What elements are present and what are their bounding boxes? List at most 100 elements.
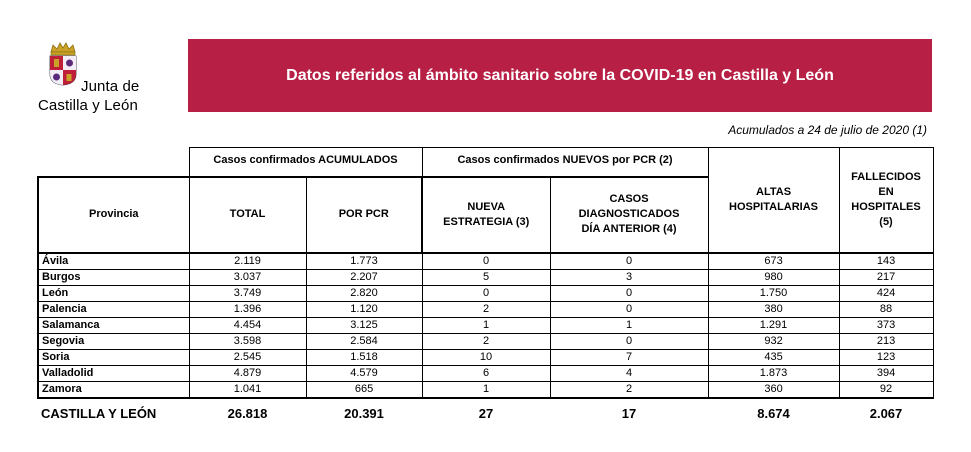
cell-por-pcr: 2.584 bbox=[305, 333, 423, 350]
total-fallecidos: 2.067 bbox=[839, 396, 934, 423]
cell-nueva-estrategia: 2 bbox=[421, 301, 551, 318]
cell-por-pcr: 665 bbox=[305, 381, 423, 398]
cell-dia-anterior: 1 bbox=[549, 317, 709, 334]
cell-nueva-estrategia: 5 bbox=[421, 269, 551, 286]
total-row: CASTILLA Y LEÓN 26.818 20.391 27 17 8.67… bbox=[38, 396, 934, 423]
cell-altas: 980 bbox=[707, 269, 840, 286]
cell-altas: 435 bbox=[707, 349, 840, 366]
cell-por-pcr: 1.120 bbox=[305, 301, 423, 318]
cell-nueva-estrategia: 10 bbox=[421, 349, 551, 366]
cell-altas: 360 bbox=[707, 381, 840, 398]
total-dia-anterior: 17 bbox=[550, 396, 709, 423]
cell-provincia: Palencia bbox=[37, 301, 190, 318]
cell-fallecidos: 424 bbox=[838, 285, 934, 302]
total-nueva-estrategia: 27 bbox=[422, 396, 551, 423]
col-header-casos-line3: DÍA ANTERIOR (4) bbox=[581, 223, 677, 235]
cell-dia-anterior: 0 bbox=[549, 301, 709, 318]
cell-altas: 932 bbox=[707, 333, 840, 350]
cell-por-pcr: 4.579 bbox=[305, 365, 423, 382]
cell-total: 4.879 bbox=[188, 365, 307, 382]
cell-fallecidos: 394 bbox=[838, 365, 934, 382]
group-header-acumulados: Casos confirmados ACUMULADOS bbox=[188, 147, 423, 178]
cell-provincia: Soria bbox=[37, 349, 190, 366]
logo-text-line1: Junta de bbox=[81, 78, 140, 95]
page-title: Datos referidos al ámbito sanitario sobr… bbox=[286, 66, 834, 84]
cell-total: 1.041 bbox=[188, 381, 307, 398]
cell-altas: 1.873 bbox=[707, 365, 840, 382]
cell-total: 3.598 bbox=[188, 333, 307, 350]
cell-dia-anterior: 3 bbox=[549, 269, 709, 286]
table-row: Valladolid 4.879 4.579 6 4 1.873 394 bbox=[37, 365, 934, 382]
cell-provincia: Segovia bbox=[37, 333, 190, 350]
cell-altas: 673 bbox=[707, 251, 840, 270]
col-header-altas: ALTAS HOSPITALARIAS bbox=[707, 147, 840, 253]
col-header-dia-anterior: CASOS DIAGNOSTICADOS DÍA ANTERIOR (4) bbox=[549, 176, 709, 253]
group-header-nuevos: Casos confirmados NUEVOS por PCR (2) bbox=[421, 147, 709, 178]
cell-nueva-estrategia: 6 bbox=[421, 365, 551, 382]
cell-dia-anterior: 2 bbox=[549, 381, 709, 398]
table-row: Ávila 2.119 1.773 0 0 673 143 bbox=[37, 251, 934, 270]
cell-fallecidos: 92 bbox=[838, 381, 934, 398]
col-header-altas-line2: HOSPITALARIAS bbox=[729, 200, 819, 213]
cell-dia-anterior: 0 bbox=[549, 333, 709, 350]
cell-provincia: Valladolid bbox=[37, 365, 190, 382]
junta-logo: Junta de Castilla y León bbox=[38, 42, 168, 118]
col-header-fallecidos-line4: (5) bbox=[879, 215, 893, 228]
cell-fallecidos: 373 bbox=[838, 317, 934, 334]
cell-fallecidos: 217 bbox=[838, 269, 934, 286]
cell-provincia: León bbox=[37, 285, 190, 302]
cell-por-pcr: 2.207 bbox=[305, 269, 423, 286]
table-row: Segovia 3.598 2.584 2 0 932 213 bbox=[37, 333, 934, 350]
cell-nueva-estrategia: 0 bbox=[421, 251, 551, 270]
cell-por-pcr: 1.773 bbox=[305, 251, 423, 270]
col-header-por-pcr: POR PCR bbox=[305, 176, 423, 253]
date-note: Acumulados a 24 de julio de 2020 (1) bbox=[728, 123, 927, 137]
cell-nueva-estrategia: 0 bbox=[421, 285, 551, 302]
col-header-fallecidos: FALLECIDOS EN HOSPITALES (5) bbox=[838, 147, 934, 253]
cell-total: 3.749 bbox=[188, 285, 307, 302]
cell-total: 2.119 bbox=[188, 251, 307, 270]
cell-fallecidos: 88 bbox=[838, 301, 934, 318]
cell-dia-anterior: 4 bbox=[549, 365, 709, 382]
col-header-casos-line2: DIAGNOSTICADOS bbox=[578, 208, 680, 220]
col-header-provincia: Provincia bbox=[37, 175, 190, 253]
cell-dia-anterior: 7 bbox=[549, 349, 709, 366]
cell-total: 1.396 bbox=[188, 301, 307, 318]
col-header-fallecidos-line2: EN bbox=[878, 185, 894, 198]
col-header-fallecidos-line3: HOSPITALES bbox=[851, 200, 921, 213]
col-header-nueva-estrategia: NUEVA ESTRATEGIA (3) bbox=[421, 176, 551, 253]
table-row: Zamora 1.041 665 1 2 360 92 bbox=[37, 381, 934, 398]
cell-altas: 1.291 bbox=[707, 317, 840, 334]
cell-dia-anterior: 0 bbox=[549, 251, 709, 270]
col-header-altas-line1: ALTAS bbox=[756, 185, 792, 198]
title-banner: Datos referidos al ámbito sanitario sobr… bbox=[188, 39, 932, 112]
coat-of-arms-icon bbox=[49, 42, 77, 86]
cell-nueva-estrategia: 1 bbox=[421, 381, 551, 398]
total-total: 26.818 bbox=[189, 396, 306, 423]
cell-nueva-estrategia: 2 bbox=[421, 333, 551, 350]
cell-total: 4.454 bbox=[188, 317, 307, 334]
cell-fallecidos: 213 bbox=[838, 333, 934, 350]
cell-fallecidos: 143 bbox=[838, 251, 934, 270]
table-row: Soria 2.545 1.518 10 7 435 123 bbox=[37, 349, 934, 366]
total-provincia: CASTILLA Y LEÓN bbox=[38, 396, 189, 423]
covid-data-table: Casos confirmados ACUMULADOS Casos confi… bbox=[37, 147, 934, 423]
logo-text-line2: Castilla y León bbox=[38, 97, 138, 114]
cell-provincia: Ávila bbox=[37, 251, 190, 270]
cell-provincia: Zamora bbox=[37, 381, 190, 398]
col-header-nueva-line2: ESTRATEGIA (3) bbox=[443, 215, 530, 228]
cell-fallecidos: 123 bbox=[838, 349, 934, 366]
empty-header-cell bbox=[38, 148, 189, 177]
cell-por-pcr: 1.518 bbox=[305, 349, 423, 366]
table-row: León 3.749 2.820 0 0 1.750 424 bbox=[37, 285, 934, 302]
cell-provincia: Burgos bbox=[37, 269, 190, 286]
table-row: Salamanca 4.454 3.125 1 1 1.291 373 bbox=[37, 317, 934, 334]
cell-dia-anterior: 0 bbox=[549, 285, 709, 302]
col-header-nueva-line1: NUEVA bbox=[467, 200, 506, 213]
cell-por-pcr: 2.820 bbox=[305, 285, 423, 302]
cell-altas: 380 bbox=[707, 301, 840, 318]
col-header-total: TOTAL bbox=[188, 176, 307, 253]
total-por-pcr: 20.391 bbox=[306, 396, 423, 423]
cell-altas: 1.750 bbox=[707, 285, 840, 302]
cell-provincia: Salamanca bbox=[37, 317, 190, 334]
